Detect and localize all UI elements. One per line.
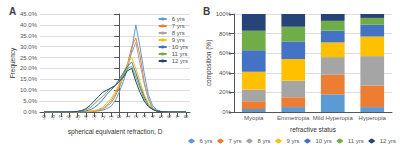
- svg-text:10 yrs: 10 yrs: [172, 44, 188, 50]
- svg-text:60%: 60%: [219, 50, 232, 56]
- svg-text:40%: 40%: [219, 70, 232, 76]
- svg-text:Myopia: Myopia: [244, 115, 264, 121]
- svg-text:5.0%: 5.0%: [23, 98, 37, 104]
- svg-text:20%: 20%: [219, 89, 232, 95]
- svg-text:Hyperopia: Hyperopia: [359, 115, 387, 121]
- svg-text:8 yrs: 8 yrs: [257, 138, 270, 144]
- svg-text:20.0%: 20.0%: [20, 65, 38, 71]
- svg-text:30.0%: 30.0%: [20, 44, 38, 50]
- svg-text:A: A: [9, 6, 16, 17]
- svg-text:5: 5: [158, 114, 164, 118]
- svg-text:8 yrs: 8 yrs: [172, 30, 185, 36]
- svg-text:100%: 100%: [216, 11, 232, 17]
- svg-text:B: B: [203, 6, 210, 17]
- svg-text:6: 6: [166, 114, 172, 118]
- svg-text:80%: 80%: [219, 31, 232, 37]
- svg-text:8: 8: [183, 114, 189, 118]
- svg-text:-8: -8: [50, 114, 56, 120]
- svg-text:15.0%: 15.0%: [20, 76, 38, 82]
- svg-text:spherical equivalent refractio: spherical equivalent refraction, D: [68, 128, 163, 136]
- svg-text:0%: 0%: [222, 109, 231, 115]
- svg-text:11 yrs: 11 yrs: [348, 138, 364, 144]
- svg-text:-5: -5: [75, 114, 81, 120]
- svg-text:7: 7: [175, 114, 181, 118]
- svg-text:composition (%): composition (%): [205, 40, 213, 87]
- svg-text:refractive status: refractive status: [290, 126, 337, 133]
- svg-text:6 yrs: 6 yrs: [172, 16, 185, 22]
- svg-text:9 yrs: 9 yrs: [286, 138, 299, 144]
- svg-text:2: 2: [133, 114, 139, 118]
- svg-text:Mild Hyperopia: Mild Hyperopia: [313, 115, 354, 121]
- svg-text:12 yrs: 12 yrs: [172, 58, 188, 64]
- svg-text:10.0%: 10.0%: [20, 87, 38, 93]
- svg-text:-2: -2: [100, 114, 106, 120]
- svg-text:3: 3: [141, 114, 147, 118]
- svg-text:-7: -7: [58, 114, 64, 120]
- svg-text:Frequency: Frequency: [9, 47, 17, 78]
- svg-text:9 yrs: 9 yrs: [172, 37, 185, 43]
- svg-text:4: 4: [150, 114, 156, 118]
- svg-text:7 yrs: 7 yrs: [172, 23, 185, 29]
- svg-text:12 yrs: 12 yrs: [380, 138, 396, 144]
- svg-text:6 yrs: 6 yrs: [199, 138, 212, 144]
- svg-text:-4: -4: [83, 114, 89, 120]
- svg-text:-6: -6: [66, 114, 72, 120]
- svg-text:25.0%: 25.0%: [20, 55, 38, 61]
- svg-text:11 yrs: 11 yrs: [172, 51, 188, 57]
- svg-text:0.0%: 0.0%: [23, 109, 37, 115]
- svg-text:45.0%: 45.0%: [20, 11, 38, 17]
- svg-text:10 yrs: 10 yrs: [315, 138, 331, 144]
- svg-text:-1: -1: [108, 114, 114, 120]
- svg-text:Emmetropia: Emmetropia: [277, 115, 310, 121]
- svg-text:7 yrs: 7 yrs: [228, 138, 241, 144]
- svg-text:-3: -3: [91, 114, 97, 120]
- svg-text:-9: -9: [41, 114, 47, 120]
- svg-text:0: 0: [116, 114, 122, 118]
- svg-text:35.0%: 35.0%: [20, 33, 38, 39]
- svg-text:1: 1: [125, 114, 131, 118]
- svg-text:40.0%: 40.0%: [20, 22, 38, 28]
